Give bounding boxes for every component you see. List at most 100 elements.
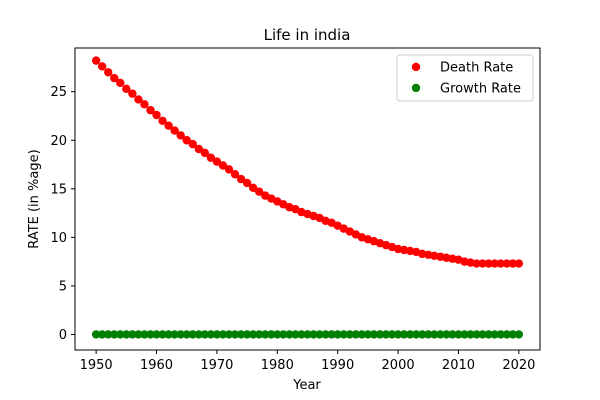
growth-rate-point	[387, 330, 397, 339]
death-rate-point	[206, 153, 216, 162]
growth-rate-point	[430, 330, 439, 339]
growth-rate-point	[315, 330, 324, 339]
growth-rate-point	[188, 330, 197, 339]
death-rate-point	[176, 131, 185, 140]
death-rate-point	[182, 136, 191, 145]
death-rate-point	[116, 78, 125, 88]
y-tick-label: 0	[59, 328, 67, 343]
growth-rate-point	[164, 330, 173, 339]
growth-rate-point	[254, 330, 264, 339]
growth-rate-point	[140, 330, 149, 339]
growth-rate-point	[110, 330, 119, 339]
growth-rate-point	[472, 330, 481, 339]
growth-rate-point	[104, 330, 113, 339]
growth-rate-point	[448, 330, 457, 339]
x-axis-label: Year	[292, 378, 321, 393]
growth-rate-point	[194, 330, 203, 339]
growth-rate-point	[285, 330, 294, 339]
legend-box	[396, 54, 534, 102]
growth-rate-point	[490, 330, 499, 339]
growth-rate-point	[460, 330, 469, 339]
death-rate-point	[200, 148, 210, 158]
x-tick-label: 2000	[382, 358, 415, 373]
death-rate-point	[128, 89, 137, 98]
death-rate-point	[146, 105, 155, 115]
growth-rate-point	[442, 330, 451, 339]
death-rate-point	[254, 187, 264, 196]
growth-rate-point	[514, 330, 524, 339]
death-rate-point	[508, 259, 518, 268]
legend-label-growth-rate: Growth Rate	[440, 82, 521, 97]
growth-rate-point	[466, 330, 475, 339]
growth-rate-point	[351, 330, 361, 339]
y-tick-label: 10	[50, 231, 67, 246]
growth-rate-point	[381, 330, 391, 339]
growth-rate-point	[369, 330, 379, 339]
death-rate-point	[224, 165, 234, 174]
growth-rate-point	[248, 330, 258, 339]
growth-rate-point	[261, 330, 270, 339]
death-rate-point	[158, 116, 167, 126]
death-rate-point	[104, 68, 113, 77]
chart-title: Life in india	[264, 26, 351, 44]
growth-rate-point	[496, 330, 505, 339]
y-tick-label: 5	[59, 279, 67, 294]
death-rate-point	[91, 56, 101, 65]
growth-rate-point	[224, 330, 234, 339]
growth-rate-point	[200, 330, 210, 339]
death-rate-point	[134, 95, 143, 104]
growth-rate-point	[424, 330, 433, 339]
growth-rate-point	[122, 330, 131, 339]
death-rate-point	[152, 110, 161, 120]
growth-rate-point	[297, 330, 306, 339]
legend-label-death-rate: Death Rate	[440, 61, 513, 76]
growth-rate-point	[176, 330, 185, 339]
y-tick-label: 20	[50, 134, 67, 149]
death-rate-point	[164, 121, 173, 130]
x-tick-label: 2010	[442, 358, 475, 373]
growth-rate-point	[242, 330, 252, 339]
growth-rate-point	[393, 330, 403, 339]
growth-rate-point	[97, 330, 107, 339]
growth-rate-point	[273, 330, 282, 339]
x-tick-label: 1950	[80, 358, 113, 373]
growth-rate-point	[484, 330, 493, 339]
death-rate-point	[496, 259, 505, 268]
death-rate-point	[490, 259, 499, 268]
death-rate-point	[194, 144, 203, 154]
x-tick-label: 1980	[261, 358, 294, 373]
legend-marker-death-rate	[411, 62, 421, 72]
growth-rate-point	[508, 330, 518, 339]
x-tick-label: 1990	[321, 358, 354, 373]
growth-rate-point	[333, 330, 342, 339]
data-points	[91, 56, 524, 339]
y-tick-label: 15	[50, 182, 67, 197]
death-rate-point	[502, 259, 511, 268]
y-tick-label: 25	[50, 85, 67, 100]
growth-rate-point	[436, 330, 445, 339]
legend: Death Rate Growth Rate	[396, 54, 534, 102]
death-rate-point	[478, 259, 487, 268]
growth-rate-point	[218, 330, 228, 339]
death-rate-point	[170, 126, 179, 135]
growth-rate-point	[236, 330, 246, 339]
growth-rate-point	[375, 330, 385, 339]
growth-rate-point	[502, 330, 511, 339]
growth-rate-point	[345, 330, 354, 339]
y-axis: 0 5 10 15 20 25	[50, 85, 75, 343]
growth-rate-point	[146, 330, 155, 339]
growth-rate-point	[405, 330, 415, 339]
x-axis: 1950 1960 1970 1980 1990 2000 2010 2020	[80, 350, 535, 373]
growth-rate-point	[170, 330, 179, 339]
growth-rate-point	[454, 330, 463, 339]
growth-rate-point	[327, 330, 336, 339]
death-rate-point	[122, 84, 131, 93]
growth-rate-point	[418, 330, 427, 339]
growth-rate-point	[309, 330, 318, 339]
growth-rate-point	[182, 330, 191, 339]
death-rate-point	[110, 73, 119, 83]
death-rate-point	[230, 170, 240, 179]
growth-rate-point	[152, 330, 161, 339]
growth-rate-point	[91, 330, 101, 339]
